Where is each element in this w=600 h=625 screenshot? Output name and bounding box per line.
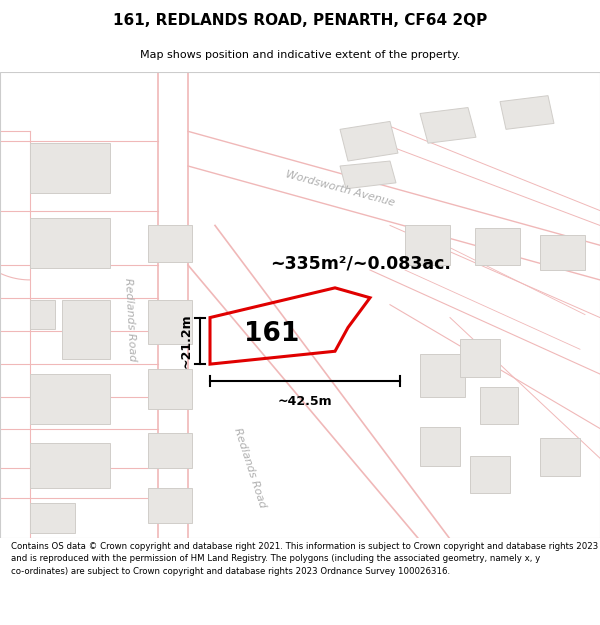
Text: Contains OS data © Crown copyright and database right 2021. This information is : Contains OS data © Crown copyright and d…: [11, 542, 598, 576]
Polygon shape: [470, 456, 510, 493]
Polygon shape: [420, 107, 476, 143]
Polygon shape: [340, 161, 396, 189]
Polygon shape: [340, 121, 398, 161]
Polygon shape: [148, 369, 192, 409]
Polygon shape: [30, 219, 110, 268]
Polygon shape: [540, 438, 580, 476]
Text: ~21.2m: ~21.2m: [180, 314, 193, 368]
Polygon shape: [148, 300, 192, 344]
Polygon shape: [148, 226, 192, 262]
Text: ~335m²/~0.083ac.: ~335m²/~0.083ac.: [270, 254, 451, 272]
Polygon shape: [420, 426, 460, 466]
Polygon shape: [30, 374, 110, 424]
Polygon shape: [405, 226, 450, 265]
Text: 161: 161: [244, 321, 299, 348]
Polygon shape: [420, 354, 465, 397]
Polygon shape: [148, 488, 192, 522]
Polygon shape: [540, 236, 585, 270]
Text: 161, REDLANDS ROAD, PENARTH, CF64 2QP: 161, REDLANDS ROAD, PENARTH, CF64 2QP: [113, 13, 487, 28]
Polygon shape: [62, 300, 110, 359]
Text: Map shows position and indicative extent of the property.: Map shows position and indicative extent…: [140, 50, 460, 60]
Polygon shape: [460, 339, 500, 377]
Polygon shape: [148, 434, 192, 468]
Polygon shape: [475, 228, 520, 265]
Text: Redlands Road: Redlands Road: [123, 278, 137, 362]
Polygon shape: [30, 143, 110, 192]
Polygon shape: [500, 96, 554, 129]
Text: Redlands Road: Redlands Road: [232, 427, 268, 509]
Polygon shape: [480, 387, 518, 424]
Polygon shape: [30, 443, 110, 488]
Text: Wordsworth Avenue: Wordsworth Avenue: [284, 169, 395, 208]
Text: ~42.5m: ~42.5m: [278, 395, 332, 408]
Polygon shape: [30, 300, 55, 329]
Polygon shape: [30, 503, 75, 532]
